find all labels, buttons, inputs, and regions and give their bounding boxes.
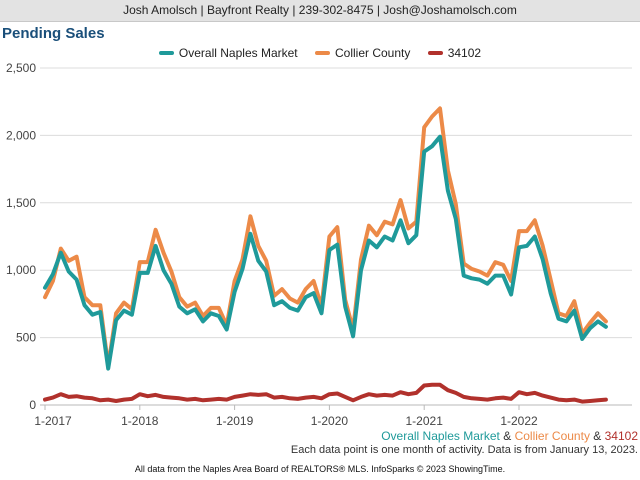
x-axis-ticks: 1-2017 1-2018 1-2019 1-2020 1-2021 1-2022 <box>34 405 538 428</box>
x-tick-label: 1-2017 <box>34 414 72 428</box>
x-tick-label: 1-2022 <box>500 414 538 428</box>
caption-sep-2: & <box>589 429 605 443</box>
grid-lines <box>40 67 632 406</box>
x-tick-label: 1-2021 <box>406 414 444 428</box>
y-tick-label: 1,000 <box>6 263 36 277</box>
y-tick-label: 1,500 <box>6 196 36 210</box>
y-tick-label: 500 <box>16 331 36 345</box>
legend: Overall Naples Market Collier County 341… <box>0 46 640 62</box>
legend-label-overall: Overall Naples Market <box>178 46 298 60</box>
legend-item-overall[interactable]: Overall Naples Market <box>158 46 298 60</box>
series-line-overall <box>43 134 608 371</box>
legend-swatch-collier <box>314 50 330 55</box>
legend-item-34102[interactable]: 34102 <box>427 46 482 60</box>
legend-swatch-34102 <box>427 50 443 55</box>
caption-overall: Overall Naples Market <box>381 429 500 443</box>
legend-swatch-overall <box>158 50 174 55</box>
caption-sep-1: & <box>499 429 515 443</box>
series-line-collier <box>43 106 608 368</box>
source-footer: All data from the Naples Area Board of R… <box>134 464 506 474</box>
y-tick-label: 0 <box>29 398 36 412</box>
caption-34102: 34102 <box>604 429 638 443</box>
x-tick-label: 1-2019 <box>216 414 254 428</box>
legend-label-collier: Collier County <box>334 46 411 60</box>
chart-title: Pending Sales <box>2 25 105 42</box>
x-tick-label: 1-2020 <box>311 414 349 428</box>
x-tick-label: 1-2018 <box>121 414 159 428</box>
contact-header-bar: Josh Amolsch | Bayfront Realty | 239-302… <box>0 0 640 22</box>
y-tick-label: 2,500 <box>6 61 36 75</box>
data-note: Each data point is one month of activity… <box>290 444 638 456</box>
legend-label-34102: 34102 <box>447 46 482 60</box>
series-caption: Overall Naples Market & Collier County &… <box>381 429 638 443</box>
series-line-34102 <box>43 382 608 404</box>
contact-info: Josh Amolsch | Bayfront Realty | 239-302… <box>123 3 517 17</box>
caption-collier: Collier County <box>514 429 590 443</box>
y-axis-ticks: 0 500 1,000 1,500 2,000 2,500 <box>6 61 36 412</box>
y-tick-label: 2,000 <box>6 128 36 142</box>
legend-item-collier[interactable]: Collier County <box>314 46 411 60</box>
series-lines <box>43 106 608 404</box>
